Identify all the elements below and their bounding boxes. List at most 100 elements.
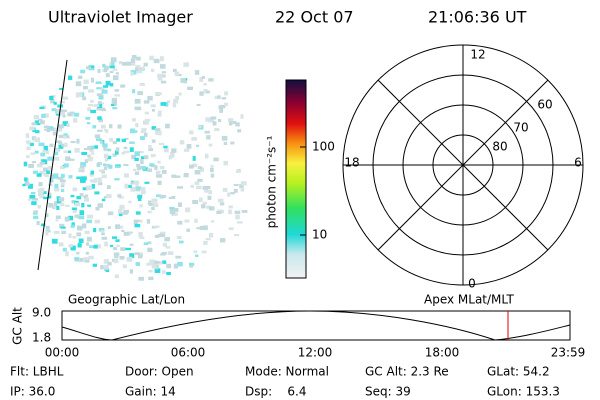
- pixel: [161, 270, 166, 274]
- pixel: [32, 198, 38, 201]
- pixel: [166, 272, 171, 276]
- pixel: [161, 71, 166, 74]
- pixel: [53, 201, 58, 206]
- pixel: [128, 200, 132, 204]
- pixel: [35, 123, 41, 126]
- pixel: [58, 242, 64, 247]
- pixel: [29, 142, 34, 146]
- pixel: [206, 135, 211, 140]
- pixel: [62, 121, 69, 126]
- pixel: [46, 170, 51, 174]
- pixel: [70, 194, 75, 198]
- pixel: [167, 251, 174, 255]
- pixel: [94, 134, 101, 139]
- pixel: [84, 159, 89, 163]
- pixel: [38, 142, 45, 147]
- pixel: [103, 153, 109, 158]
- pixel: [157, 112, 162, 117]
- pixel: [93, 244, 98, 249]
- pixel: [172, 68, 177, 72]
- pixel: [156, 174, 163, 178]
- timeline-x-tick-label: 18:00: [425, 346, 460, 360]
- pixel: [208, 78, 214, 82]
- pixel: [105, 81, 111, 86]
- pixel: [85, 116, 91, 120]
- pixel: [160, 56, 164, 62]
- pixel: [139, 219, 143, 223]
- pixel: [53, 101, 57, 105]
- pixel: [100, 140, 104, 144]
- pixel: [233, 188, 238, 193]
- pixel: [97, 104, 103, 109]
- pixel: [151, 198, 158, 203]
- pixel: [60, 166, 65, 170]
- pixel: [90, 170, 95, 175]
- pixel: [107, 226, 111, 229]
- pixel: [164, 148, 169, 153]
- pixel: [189, 265, 194, 268]
- pixel: [185, 207, 191, 213]
- pixel: [101, 124, 106, 129]
- pixel: [217, 198, 224, 203]
- pixel: [203, 83, 207, 86]
- pixel: [108, 164, 113, 169]
- pixel: [172, 102, 177, 108]
- pixel: [97, 129, 103, 132]
- timeline-y-label: GC Alt: [11, 307, 25, 345]
- pixel: [76, 92, 83, 97]
- pixel: [155, 92, 162, 96]
- pixel: [112, 236, 118, 239]
- pixel: [212, 121, 217, 126]
- pixel: [196, 185, 202, 190]
- pixel: [140, 186, 146, 191]
- pixel: [80, 162, 86, 167]
- pixel: [134, 171, 140, 175]
- pixel: [82, 96, 87, 101]
- pixel: [129, 243, 134, 246]
- pixel: [160, 80, 167, 84]
- pixel: [76, 251, 80, 255]
- pixel: [133, 168, 137, 171]
- pixel: [169, 155, 175, 158]
- pixel: [74, 202, 80, 207]
- pixel: [86, 219, 93, 224]
- timeline-x-tick-label: 12:00: [298, 346, 333, 360]
- pixel: [49, 143, 54, 148]
- pixel: [47, 156, 54, 161]
- pixel: [129, 147, 134, 152]
- pixel: [43, 196, 48, 200]
- pixel: [58, 124, 64, 129]
- pixel: [186, 228, 191, 232]
- pixel: [129, 269, 133, 274]
- altitude-curve: [61, 310, 571, 341]
- pixel: [70, 158, 75, 161]
- pixel: [157, 73, 163, 78]
- pixel: [129, 253, 135, 259]
- pixel: [27, 183, 33, 189]
- pixel: [81, 203, 85, 208]
- pixel: [183, 62, 189, 67]
- pixel: [78, 168, 82, 171]
- pixel: [86, 122, 91, 125]
- pixel: [60, 173, 65, 178]
- pixel: [236, 169, 241, 173]
- pixel: [104, 158, 109, 162]
- pixel: [114, 94, 121, 97]
- pixel: [151, 126, 156, 130]
- pixel: [160, 64, 166, 69]
- pixel: [76, 138, 80, 144]
- pixel: [89, 179, 95, 182]
- pixel: [68, 75, 73, 80]
- pixel: [199, 77, 203, 82]
- mlt-label: 12: [470, 48, 485, 62]
- pixel: [122, 212, 128, 215]
- pixel: [75, 92, 80, 98]
- pixel: [60, 226, 66, 229]
- pixel: [135, 65, 141, 70]
- pixel: [46, 230, 51, 233]
- colorbar: [285, 79, 307, 279]
- pixel: [43, 113, 49, 118]
- pixel: [140, 130, 147, 133]
- pixel: [56, 196, 61, 199]
- pixel: [139, 204, 143, 208]
